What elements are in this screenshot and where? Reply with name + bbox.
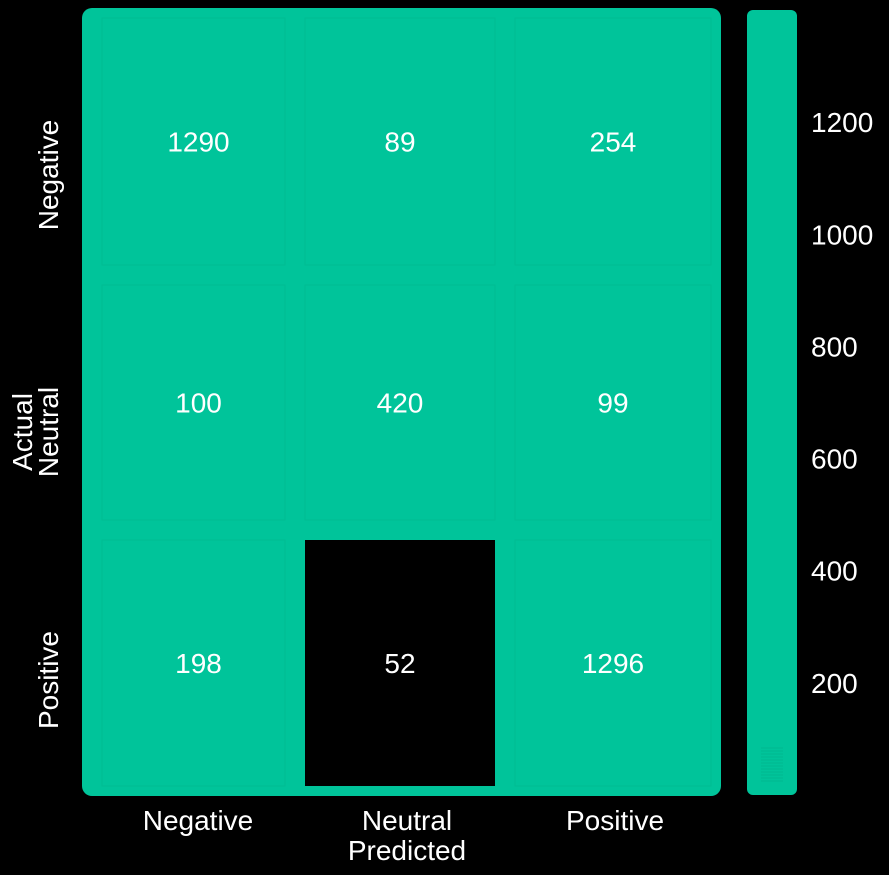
cell-value-label: 1290: [167, 127, 229, 158]
heatmap-cell: [101, 17, 286, 266]
cell-value-label: 198: [175, 648, 222, 679]
colorbar-tick-label: 200: [811, 668, 858, 699]
colorbar-tick-label: 400: [811, 556, 858, 587]
y-tick-label: Negative: [33, 120, 64, 231]
heatmap-cell: [305, 540, 495, 786]
y-tick-label: Positive: [33, 631, 64, 729]
labels-layer: 1290 89 254 100 420 99 198 52 1296 Negative Neutra…: [7, 107, 873, 866]
heatmap-cell: [514, 284, 712, 521]
heatmap-cell: [514, 17, 712, 266]
cell-value-label: 420: [377, 388, 424, 419]
x-tick-label: Neutral: [362, 805, 452, 836]
y-axis-title: Actual: [7, 393, 38, 471]
colorbar-tick-label: 800: [811, 331, 858, 362]
heatmap-cell: [304, 284, 496, 521]
cells-layer: [101, 17, 712, 787]
cell-value-label: 99: [597, 388, 628, 419]
x-axis-title: Predicted: [348, 835, 466, 866]
colorbar-tick-label: 600: [811, 444, 858, 475]
cell-value-label: 52: [384, 648, 415, 679]
cell-value-label: 254: [590, 127, 637, 158]
heatmap-cell: [101, 539, 286, 787]
colorbar-tick-label: 1200: [811, 107, 873, 138]
cell-value-label: 1296: [582, 648, 644, 679]
y-tick-label: Neutral: [33, 387, 64, 477]
heatmap-cell: [304, 17, 496, 266]
cell-value-label: 100: [175, 388, 222, 419]
x-tick-label: Positive: [566, 805, 664, 836]
x-tick-label: Negative: [143, 805, 254, 836]
colorbar-tick-label: 1000: [811, 219, 873, 250]
colorbar: [747, 10, 797, 795]
heatmap-cell: [101, 284, 286, 521]
colorbar-bar: [747, 10, 797, 795]
heatmap-cell: [514, 539, 712, 787]
cell-value-label: 89: [384, 127, 415, 158]
